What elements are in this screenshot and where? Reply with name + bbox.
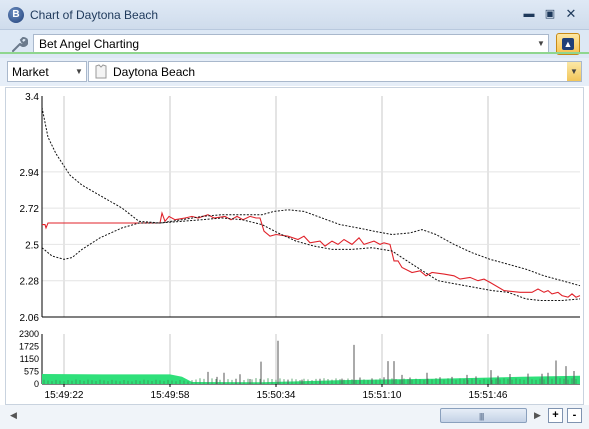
silk-icon bbox=[95, 64, 107, 79]
window-title: Chart of Daytona Beach bbox=[30, 8, 159, 22]
wrench-icon[interactable] bbox=[10, 36, 28, 54]
title-bar: B Chart of Daytona Beach ▬ ▣ ✕ bbox=[0, 0, 589, 30]
chart-tool-selector-value: Bet Angel Charting bbox=[39, 37, 140, 51]
x-tick-label: 15:50:34 bbox=[257, 390, 296, 401]
scroll-left-icon[interactable]: ◀ bbox=[10, 410, 17, 420]
price-y-tick-label: 2.72 bbox=[20, 204, 40, 215]
scrollbar-thumb[interactable]: |||| bbox=[440, 408, 527, 423]
volume-y-tick-label: 2300 bbox=[19, 329, 39, 339]
chart-tool-selector[interactable]: Bet Angel Charting ▼ bbox=[33, 34, 549, 54]
x-tick-label: 15:49:22 bbox=[45, 390, 84, 401]
minimize-icon[interactable]: ▬ bbox=[523, 8, 535, 20]
bound-line-series bbox=[41, 217, 581, 301]
price-y-tick-label: 2.5 bbox=[25, 240, 39, 251]
market-type-value: Market bbox=[12, 65, 49, 79]
price-volume-chart[interactable]: 3.4 2.94 2.72 2.5 2.28 2.06 2300 1725 1150 575 0 15… bbox=[0, 87, 589, 405]
close-icon[interactable]: ✕ bbox=[565, 6, 577, 21]
event-name-value: Daytona Beach bbox=[113, 65, 196, 79]
grip-icon: |||| bbox=[479, 412, 484, 421]
x-tick-label: 15:51:10 bbox=[363, 390, 402, 401]
volume-baseline-band bbox=[42, 374, 580, 384]
price-y-tick-label: 2.94 bbox=[20, 168, 40, 179]
chevron-down-icon[interactable]: ▼ bbox=[75, 67, 83, 76]
price-y-tick-label: 2.06 bbox=[20, 313, 40, 324]
volume-y-tick-label: 1725 bbox=[19, 342, 39, 352]
pin-button[interactable]: ▲ bbox=[556, 33, 580, 55]
bet-angel-app-icon: B bbox=[8, 7, 24, 23]
pin-icon: ▲ bbox=[562, 38, 574, 50]
maximize-icon[interactable]: ▣ bbox=[544, 8, 556, 20]
zoom-in-button[interactable]: + bbox=[548, 408, 563, 423]
market-type-selector[interactable]: Market ▼ bbox=[7, 61, 87, 82]
chevron-down-icon[interactable]: ▼ bbox=[537, 39, 545, 48]
zoom-out-button[interactable]: - bbox=[567, 408, 582, 423]
volume-y-tick-label: 1150 bbox=[20, 354, 39, 364]
price-line-series bbox=[42, 211, 581, 298]
market-toolbar: Market ▼ Daytona Beach ▼ bbox=[0, 58, 589, 86]
price-y-tick-label: 3.4 bbox=[25, 92, 39, 103]
bound-line-series bbox=[41, 107, 581, 287]
volume-y-tick-label: 575 bbox=[24, 367, 39, 377]
event-selector[interactable]: Daytona Beach ▼ bbox=[88, 61, 582, 82]
chart-tool-toolbar: Bet Angel Charting ▼ ▲ bbox=[0, 30, 589, 58]
toolbar-accent-line bbox=[0, 52, 589, 54]
x-tick-label: 15:49:58 bbox=[151, 390, 190, 401]
chart-scrollbar[interactable]: ◀ |||| ▶ + - bbox=[0, 405, 589, 429]
x-tick-label: 15:51:46 bbox=[469, 390, 508, 401]
scroll-right-icon[interactable]: ▶ bbox=[534, 410, 541, 420]
price-y-tick-label: 2.28 bbox=[20, 277, 40, 288]
volume-y-tick-label: 0 bbox=[34, 379, 39, 389]
chevron-down-icon[interactable]: ▼ bbox=[567, 62, 581, 81]
